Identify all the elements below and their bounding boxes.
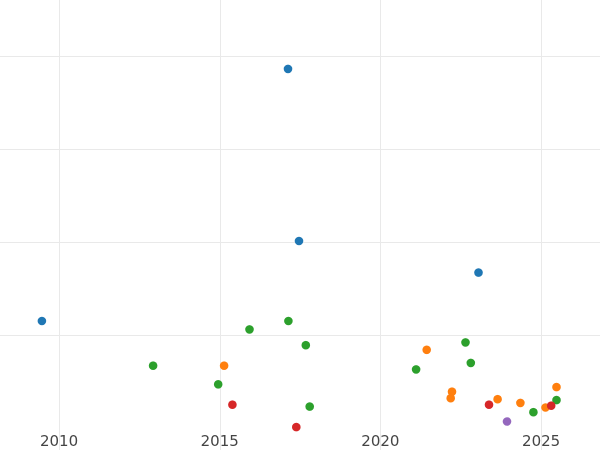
data-point-series-3-3 xyxy=(546,401,556,411)
data-point-series-1-2 xyxy=(447,387,457,397)
data-point-series-0-3 xyxy=(474,268,483,277)
data-point-series-2-1 xyxy=(213,380,223,389)
data-point-series-1-1 xyxy=(422,345,432,355)
x-tick-labels: 2010 2015 2020 2025 xyxy=(40,432,560,450)
data-point-series-0-1 xyxy=(283,64,293,74)
data-point-series-2-5 xyxy=(305,402,315,411)
data-point-series-2-8 xyxy=(466,358,476,368)
data-point-series-4-0 xyxy=(502,417,512,426)
data-point-series-2-6 xyxy=(411,365,421,374)
data-point-series-0-2 xyxy=(294,236,304,246)
x-tick-label-2020: 2020 xyxy=(361,432,399,450)
data-point-series-2-2 xyxy=(245,325,254,334)
data-point-series-2-4 xyxy=(301,340,311,350)
data-point-series-2-7 xyxy=(461,338,470,347)
data-point-series-3-1 xyxy=(292,422,301,432)
data-point-series-1-3 xyxy=(446,393,456,403)
data-point-series-3-0 xyxy=(228,400,237,410)
data-point-series-0-0 xyxy=(37,316,47,326)
data-point-series-3-2 xyxy=(484,400,494,410)
x-tick-label-2025: 2025 xyxy=(522,432,560,450)
x-tick-label-2010: 2010 xyxy=(40,432,78,450)
data-point-series-2-10 xyxy=(552,395,561,405)
data-point-series-2-9 xyxy=(529,407,538,417)
data-point-series-2-3 xyxy=(284,316,293,326)
data-point-series-1-4 xyxy=(493,394,502,404)
data-point-series-2-0 xyxy=(148,361,158,371)
data-points xyxy=(37,64,561,432)
data-point-series-1-7 xyxy=(552,382,561,392)
data-point-series-1-0 xyxy=(219,361,229,371)
data-point-series-1-5 xyxy=(516,398,525,408)
x-tick-label-2015: 2015 xyxy=(201,432,239,450)
